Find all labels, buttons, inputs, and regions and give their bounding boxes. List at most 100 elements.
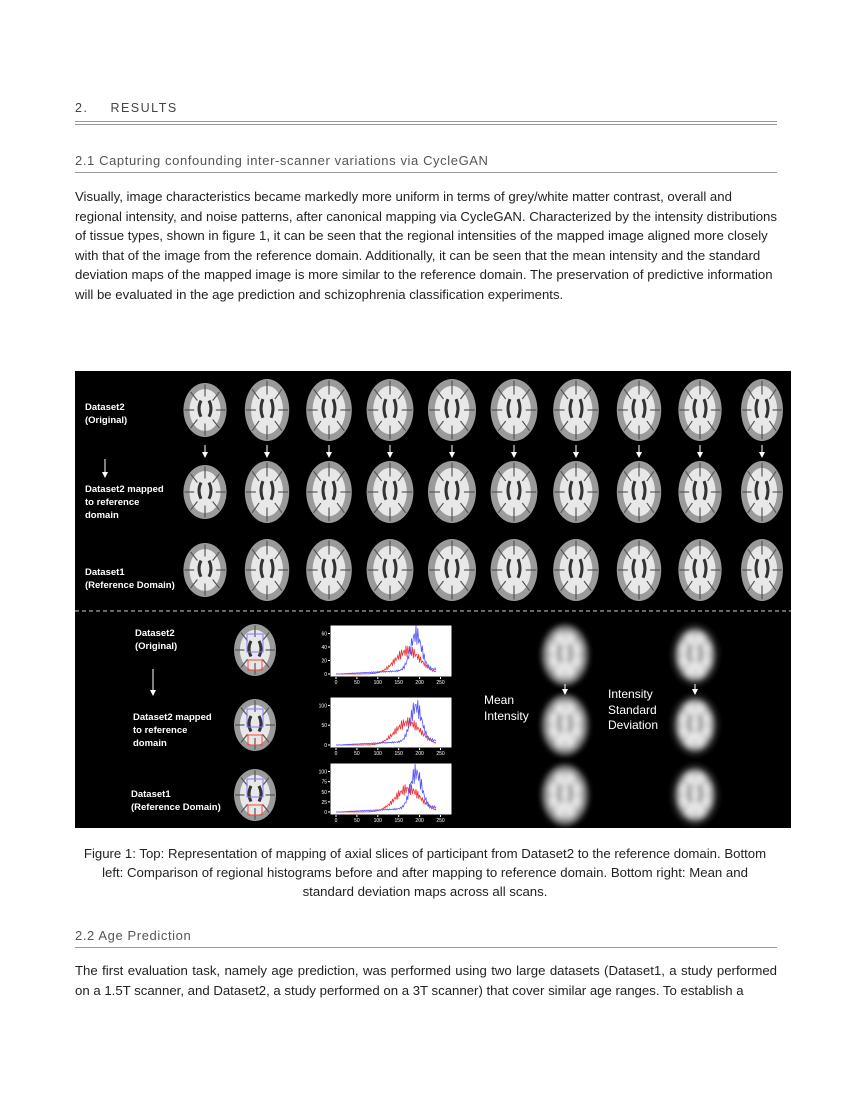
sulcus bbox=[679, 735, 688, 746]
brain-slice bbox=[678, 461, 722, 523]
ventricles bbox=[687, 783, 703, 804]
sulcus bbox=[623, 502, 632, 514]
sulcus bbox=[702, 634, 711, 645]
x-tick-label: 100 bbox=[374, 680, 383, 686]
brain-slice bbox=[553, 461, 599, 523]
x-tick-label: 0 bbox=[335, 751, 338, 757]
sulcus bbox=[646, 580, 655, 592]
sulcus bbox=[702, 735, 711, 746]
x-tick-label: 100 bbox=[374, 751, 383, 757]
ventricles bbox=[197, 559, 213, 578]
brain-slice bbox=[244, 539, 290, 601]
sulcus bbox=[560, 580, 569, 592]
sulcus bbox=[240, 803, 249, 813]
sulcus bbox=[702, 805, 711, 816]
ventricles bbox=[247, 715, 263, 733]
roi-box bbox=[247, 804, 263, 816]
sulcus bbox=[240, 733, 249, 743]
sulcus bbox=[435, 420, 444, 432]
sulcus bbox=[212, 579, 220, 589]
sulcus bbox=[583, 388, 592, 400]
histogram-curve bbox=[336, 763, 437, 813]
sulcus bbox=[435, 502, 444, 514]
y-tick-label: 0 bbox=[324, 672, 327, 678]
sulcus bbox=[397, 548, 407, 560]
brain-slice bbox=[428, 379, 476, 441]
sulcus bbox=[336, 420, 345, 432]
sulcus bbox=[460, 470, 469, 482]
ventricles bbox=[557, 713, 573, 734]
sulcus bbox=[313, 388, 322, 400]
roi-box bbox=[247, 734, 263, 746]
sulcus bbox=[560, 502, 569, 514]
sulcus bbox=[212, 501, 220, 511]
sulcus bbox=[684, 502, 693, 514]
brain-slice bbox=[306, 461, 352, 523]
x-tick-label: 250 bbox=[436, 818, 445, 824]
x-tick-label: 50 bbox=[354, 751, 360, 757]
sulcus bbox=[313, 420, 322, 432]
ventricles bbox=[444, 558, 460, 579]
figure: 0 50 100 150 200 250 0 20 40 60 0 50 100 150 200 250 0 50… bbox=[75, 371, 791, 828]
sulcus bbox=[646, 548, 655, 560]
sulcus bbox=[274, 388, 283, 400]
sulcus bbox=[435, 548, 444, 560]
brain-slice bbox=[542, 695, 588, 755]
y-tick-label: 50 bbox=[321, 723, 327, 729]
brain-slice bbox=[678, 379, 722, 441]
sulcus bbox=[707, 502, 716, 514]
row-label: Dataset2 (Original) bbox=[135, 628, 178, 652]
brain-slice bbox=[234, 699, 276, 751]
brain-slice bbox=[542, 625, 588, 685]
row-label: Dataset2 mapped to reference domain bbox=[85, 484, 164, 521]
histogram-curve bbox=[336, 625, 437, 675]
sulcus bbox=[702, 665, 711, 676]
sulcus bbox=[240, 658, 249, 668]
x-tick-label: 150 bbox=[395, 818, 404, 824]
sulcus bbox=[521, 470, 531, 482]
sulcus bbox=[679, 774, 688, 785]
sulcus bbox=[212, 419, 220, 429]
brain-slice bbox=[244, 461, 290, 523]
sulcus bbox=[336, 548, 345, 560]
double-rule bbox=[75, 121, 777, 125]
sulcus bbox=[623, 548, 632, 560]
sulcus bbox=[646, 470, 655, 482]
brain-slice bbox=[428, 461, 476, 523]
brain-slice bbox=[306, 539, 352, 601]
paragraph: The first evaluation task, namely age pr… bbox=[75, 963, 777, 998]
sulcus bbox=[497, 470, 507, 482]
sulcus bbox=[460, 388, 469, 400]
sulcus bbox=[521, 502, 531, 514]
sulcus bbox=[549, 735, 558, 746]
sulcus bbox=[497, 502, 507, 514]
y-tick-label: 100 bbox=[319, 703, 328, 709]
ventricles bbox=[382, 558, 398, 579]
sulcus bbox=[572, 735, 581, 746]
sulcus bbox=[190, 551, 198, 561]
ventricles bbox=[197, 481, 213, 500]
ventricles bbox=[631, 558, 647, 579]
x-tick-label: 0 bbox=[335, 818, 338, 824]
sulcus bbox=[768, 420, 777, 432]
sulcus bbox=[768, 548, 777, 560]
ventricles bbox=[557, 783, 573, 804]
brain-slice bbox=[616, 461, 662, 523]
brain-slice bbox=[183, 465, 227, 519]
sulcus bbox=[768, 470, 777, 482]
sulcus bbox=[274, 420, 283, 432]
brain-slice bbox=[366, 539, 414, 601]
x-tick-label: 150 bbox=[395, 680, 404, 686]
brain-slice bbox=[366, 461, 414, 523]
ventricles bbox=[568, 480, 584, 501]
sulcus bbox=[336, 388, 345, 400]
x-tick-label: 150 bbox=[395, 751, 404, 757]
brain-slice bbox=[244, 379, 290, 441]
histogram-curve bbox=[336, 645, 437, 675]
sulcus bbox=[435, 580, 444, 592]
sulcus bbox=[702, 774, 711, 785]
ventricles bbox=[506, 398, 522, 419]
sulcus bbox=[274, 470, 283, 482]
